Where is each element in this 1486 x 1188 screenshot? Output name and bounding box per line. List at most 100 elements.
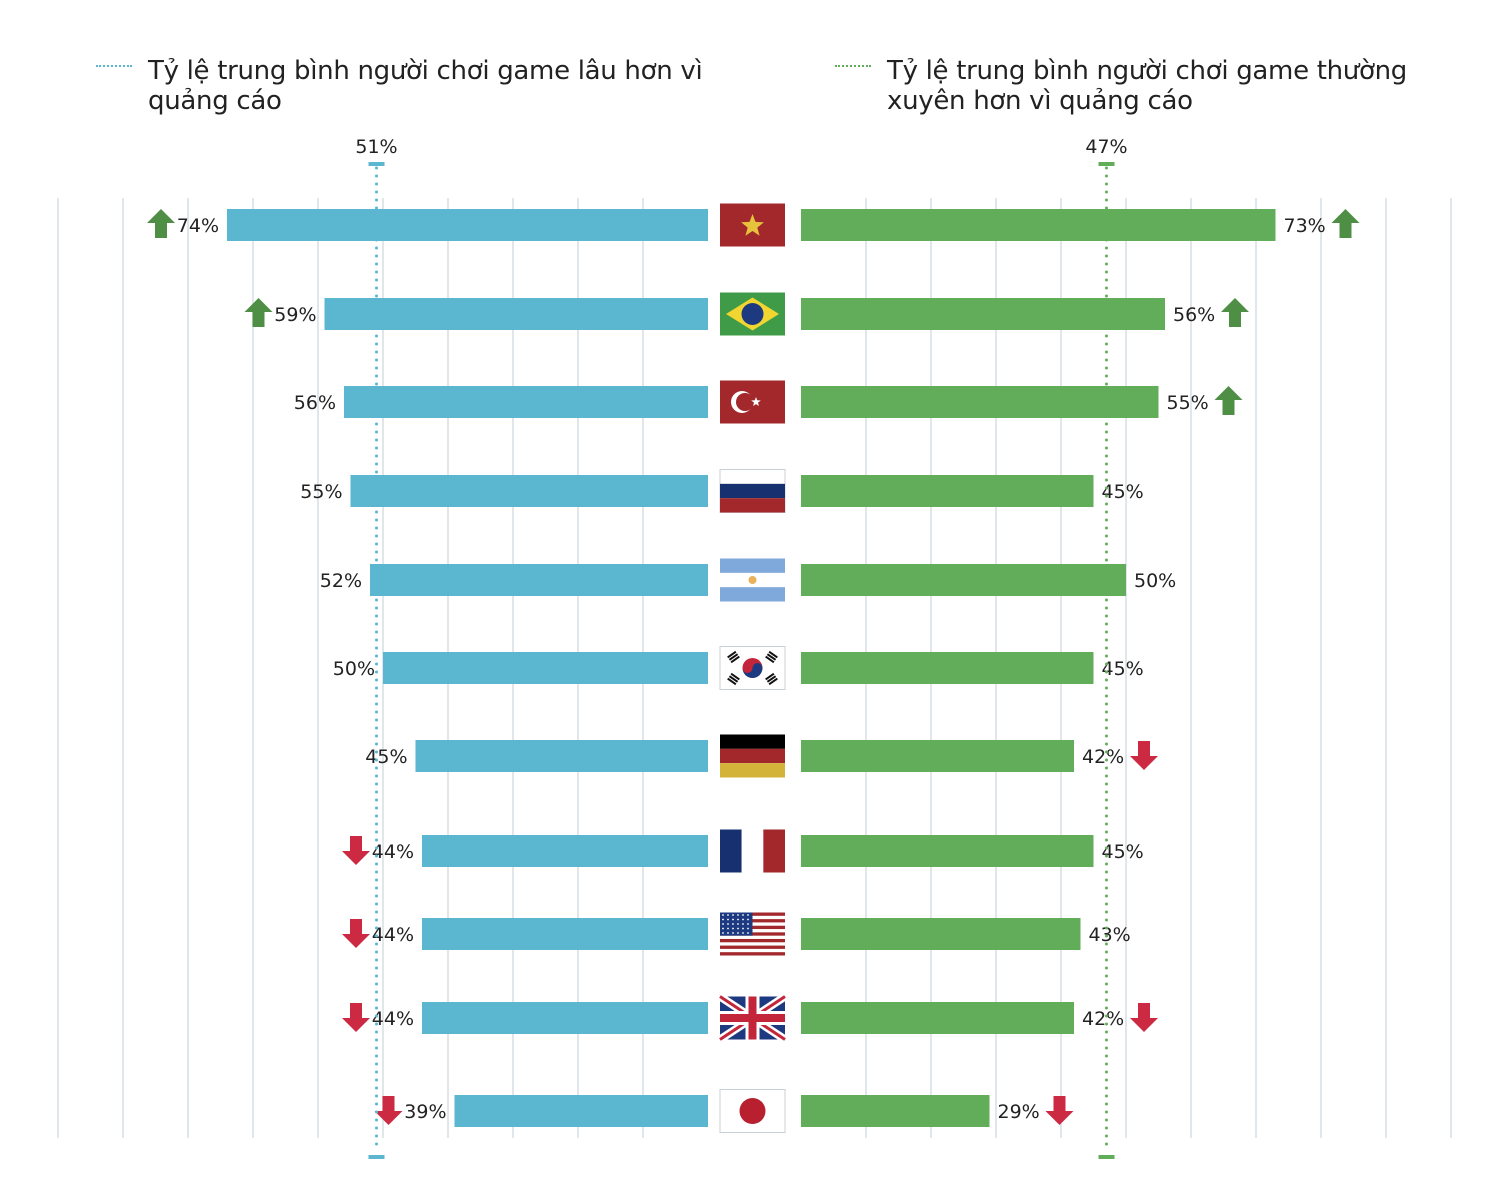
bar-left-br (324, 298, 708, 330)
flag-kr-icon (719, 646, 786, 690)
flag-star-dot (742, 927, 744, 930)
flag-globe (741, 303, 764, 325)
value-label-left: 39% (404, 1101, 446, 1123)
average-label-left: 51% (355, 136, 397, 158)
flag-trigram-bar (765, 672, 775, 681)
flag-trigram-bar (766, 675, 777, 683)
flag-taegeuk-b2 (752, 663, 763, 673)
flag-stripe-red (720, 952, 785, 956)
arrow-up-icon (244, 298, 273, 327)
flag-star-dot (732, 918, 734, 921)
series-left: 74% 59% 56% 55% 52% 50% 45% 44% 44% 44% 39% 51% (147, 136, 708, 1159)
flag-tr-icon (720, 380, 785, 424)
flag-star-dot (747, 923, 749, 925)
bar-left-kr (383, 652, 708, 684)
value-label-left: 44% (372, 841, 414, 863)
flag-star-dot (742, 914, 744, 916)
flag-cross-red-h (720, 1014, 785, 1022)
flag-star-dot (722, 914, 724, 916)
flag-star-dot (732, 932, 734, 934)
flag-trigram-bar (730, 655, 740, 664)
value-label-left: 56% (294, 392, 336, 414)
bar-left-ru (350, 475, 708, 507)
flag-canton (720, 912, 753, 936)
flag-de-icon (720, 734, 785, 778)
value-label-right: 42% (1082, 746, 1124, 768)
value-label-right: 42% (1082, 1008, 1124, 1030)
flag-stripe-red (720, 938, 785, 943)
bar-right-tr (801, 386, 1159, 418)
flag-sun (748, 576, 757, 584)
bar-right-jp (801, 1095, 990, 1127)
flag-star-dot (722, 923, 724, 925)
value-label-left: 45% (365, 746, 407, 768)
legend-left: Tỷ lệ trung bình người chơi game lâu hơn… (96, 56, 708, 116)
series-right: 73% 56% 55% 45% 50% 45% 42% 45% 43% 42% 29% 47% (801, 136, 1360, 1159)
bar-left-de (415, 740, 708, 772)
value-label-right: 73% (1284, 215, 1326, 237)
bar-right-de (801, 740, 1074, 772)
average-cap-top (368, 162, 385, 166)
flag-star-dot (747, 914, 749, 916)
flag-star-dot (727, 914, 729, 916)
flag-stripe-white (741, 829, 764, 873)
arrow-up-icon (147, 209, 175, 238)
bar-left-tr (344, 386, 708, 418)
flag-gb-icon (717, 993, 788, 1043)
flag-star-dot (732, 923, 734, 925)
flag-star-dot (747, 932, 749, 934)
value-label-right: 43% (1089, 924, 1131, 946)
flag-stripe-blue (720, 483, 785, 499)
flag-star-dot (737, 923, 739, 925)
value-label-left: 44% (372, 1008, 414, 1030)
flag-star-dot (727, 932, 729, 934)
bar-left-us (422, 918, 708, 950)
bar-left-vn (227, 209, 708, 241)
value-label-right: 45% (1102, 481, 1144, 503)
arrow-down-icon (1130, 1003, 1158, 1032)
flag-star-dot (732, 914, 734, 916)
flag-stripe-bottom (720, 587, 785, 602)
arrow-down-icon (342, 919, 370, 948)
flag-trigram-bar (768, 650, 778, 659)
average-cap-bottom (368, 1155, 385, 1159)
flag-stripe-red (763, 829, 785, 873)
flag-star-dot (742, 932, 744, 934)
flag-stripe-blue (720, 829, 742, 873)
flag-crescent-inner (736, 393, 754, 411)
value-label-right: 56% (1173, 304, 1215, 326)
value-label-left: 50% (333, 658, 375, 680)
flag-star-icon (751, 397, 761, 406)
value-label-right: 50% (1134, 570, 1176, 592)
arrow-down-icon (342, 1003, 370, 1032)
gridlines (57, 198, 1452, 1138)
flag-taegeuk-r2 (742, 663, 753, 673)
flag-trigram-bar (768, 677, 778, 686)
flag-stripe-red (720, 498, 785, 513)
arrow-down-icon (342, 836, 370, 865)
flag-star-dot (727, 918, 729, 921)
value-label-left: 59% (274, 304, 316, 326)
value-label-left: 74% (177, 215, 219, 237)
flag-br-icon (720, 292, 785, 336)
flag-star-dot (722, 927, 724, 930)
flag-vn-icon (720, 203, 785, 247)
arrow-up-icon (1221, 298, 1249, 327)
bar-right-ar (801, 564, 1126, 596)
flag-fr-icon (720, 829, 785, 873)
legend-swatch-right (835, 65, 871, 67)
value-label-right: 29% (998, 1101, 1040, 1123)
value-label-left: 44% (372, 924, 414, 946)
flag-trigram-bar (730, 672, 740, 681)
flag-sun (739, 1098, 766, 1124)
average-label-right: 47% (1085, 136, 1127, 158)
flag-star-dot (737, 914, 739, 916)
value-label-right: 45% (1102, 841, 1144, 863)
flag-star-dot (747, 918, 749, 921)
legend-label-right: Tỷ lệ trung bình người chơi game thường … (887, 56, 1407, 116)
flag-jp-icon (719, 1089, 786, 1133)
legend-swatch-left (96, 65, 132, 67)
flag-star-dot (722, 932, 724, 934)
flag-us-icon (720, 912, 785, 956)
bar-left-jp (454, 1095, 708, 1127)
